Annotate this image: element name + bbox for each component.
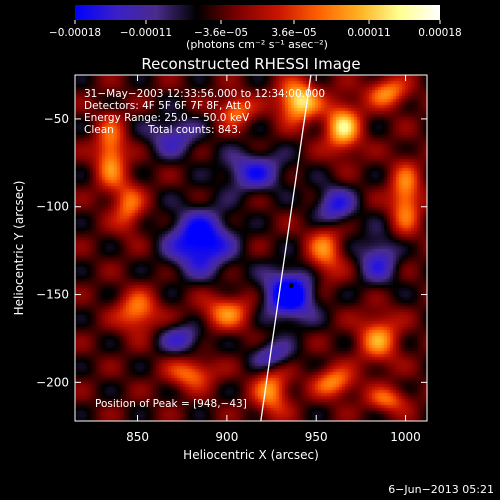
colorbar-tick-label: −0.00018 (49, 27, 101, 39)
colorbar-tick-label: 3.6e−05 (271, 27, 316, 39)
annotation-counts: Total counts: 843. (147, 124, 241, 136)
y-axis-ticks: −200 −150 −100 −50 (36, 112, 427, 389)
centroid-marker (288, 283, 294, 289)
y-tick-label: −50 (44, 112, 69, 126)
colorbar-ticks: −0.00018 −0.00011 −3.6e−05 3.6e−05 0.00011 0.… (49, 20, 462, 39)
annotation-energy: Energy Range: 25.0 − 50.0 keV (84, 112, 250, 124)
y-tick-label: −200 (36, 375, 69, 389)
x-tick-label: 900 (215, 430, 238, 444)
y-axis-label: Heliocentric Y (arcsec) (12, 181, 26, 316)
colorbar-tick-label: 0.00011 (347, 27, 390, 39)
heatmap-image (75, 75, 427, 421)
x-tick-label: 1000 (390, 430, 421, 444)
x-axis-label: Heliocentric X (arcsec) (183, 448, 319, 462)
colorbar-units-label: (photons cm⁻² s⁻¹ asec⁻²) (186, 38, 328, 51)
colorbar-tick-label: 0.00018 (418, 27, 461, 39)
annotation-clean: Clean (84, 124, 114, 136)
x-axis-ticks: 850 900 950 1000 (126, 75, 421, 444)
footer-date: 6−Jun−2013 05:21 (388, 483, 494, 496)
colorbar (75, 5, 440, 20)
plot-frame (74, 74, 428, 422)
y-tick-label: −150 (36, 288, 69, 302)
annotation-detectors: Detectors: 4F 5F 6F 7F 8F, Att 0 (84, 100, 251, 112)
colorbar-tick-label: −0.00011 (120, 27, 172, 39)
x-tick-label: 850 (126, 430, 149, 444)
chart-title: Reconstructed RHESSI Image (141, 55, 360, 73)
y-tick-label: −100 (36, 200, 69, 214)
annotation-peak: Position of Peak = [948,−43] (95, 398, 247, 410)
x-tick-label: 950 (305, 430, 328, 444)
annotation-time: 31−May−2003 12:33:56.000 to 12:34:00.000 (84, 88, 325, 100)
colorbar-tick-label: −3.6e−05 (194, 27, 248, 39)
limb-line (260, 75, 312, 421)
